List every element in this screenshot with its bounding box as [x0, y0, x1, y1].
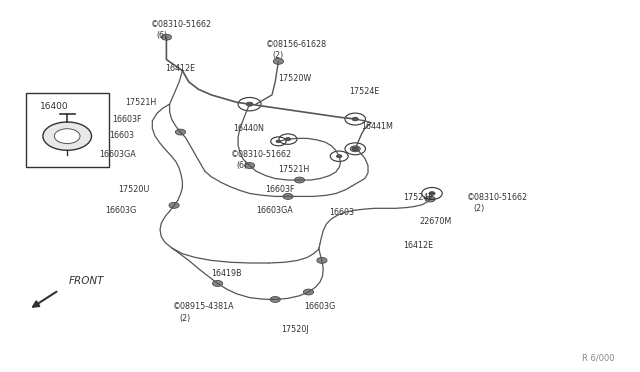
Text: 17520W: 17520W [278, 74, 312, 83]
Circle shape [285, 138, 291, 141]
Text: 17521H: 17521H [278, 165, 310, 174]
Circle shape [294, 177, 305, 183]
Text: 17524E: 17524E [403, 193, 433, 202]
Circle shape [43, 122, 92, 150]
Text: 16603: 16603 [109, 131, 134, 140]
Text: 22670M: 22670M [419, 217, 451, 226]
Text: 16603F: 16603F [266, 185, 295, 194]
Circle shape [212, 280, 223, 286]
Text: (6): (6) [157, 31, 168, 40]
Circle shape [175, 129, 186, 135]
Text: 17520J: 17520J [282, 325, 309, 334]
Text: FRONT: FRONT [69, 276, 104, 286]
Circle shape [246, 102, 253, 106]
Circle shape [169, 202, 179, 208]
Text: 16603: 16603 [330, 208, 355, 217]
Circle shape [244, 163, 255, 169]
Circle shape [273, 58, 284, 64]
Text: 17520U: 17520U [118, 185, 150, 194]
Bar [26, 93, 109, 167]
Circle shape [303, 289, 314, 295]
Circle shape [352, 147, 358, 151]
Text: 16603GA: 16603GA [256, 206, 292, 215]
Text: (6): (6) [237, 161, 248, 170]
Circle shape [283, 193, 293, 199]
Text: 16419B: 16419B [211, 269, 242, 278]
Text: 17521H: 17521H [125, 98, 156, 107]
Text: ©08310-51662: ©08310-51662 [150, 20, 212, 29]
Circle shape [270, 296, 280, 302]
Circle shape [352, 117, 358, 121]
Circle shape [317, 257, 327, 263]
Text: 16412E: 16412E [165, 64, 195, 73]
Text: 16440N: 16440N [234, 124, 264, 133]
Text: 16603G: 16603G [106, 206, 137, 215]
Text: 17524E: 17524E [349, 87, 379, 96]
Text: 16603GA: 16603GA [99, 150, 136, 159]
Text: 16603G: 16603G [304, 302, 335, 311]
Circle shape [337, 155, 342, 158]
Text: ©08310-51662: ©08310-51662 [230, 150, 292, 159]
Circle shape [350, 146, 360, 152]
Text: (2): (2) [272, 51, 284, 60]
Text: ©08310-51662: ©08310-51662 [467, 193, 529, 202]
Text: (2): (2) [474, 204, 485, 213]
Circle shape [54, 129, 80, 144]
Text: 16412E: 16412E [403, 241, 433, 250]
Text: 16400: 16400 [40, 102, 68, 111]
Circle shape [425, 196, 435, 202]
Text: ©08915-4381A: ©08915-4381A [173, 302, 234, 311]
Text: R 6/000: R 6/000 [582, 354, 614, 363]
Text: (2): (2) [179, 314, 191, 323]
Circle shape [429, 192, 435, 195]
Text: ©08156-61628: ©08156-61628 [266, 40, 327, 49]
Text: 16441M: 16441M [362, 122, 394, 131]
Circle shape [161, 34, 172, 40]
Circle shape [276, 140, 281, 143]
Text: 16603F: 16603F [112, 115, 141, 124]
